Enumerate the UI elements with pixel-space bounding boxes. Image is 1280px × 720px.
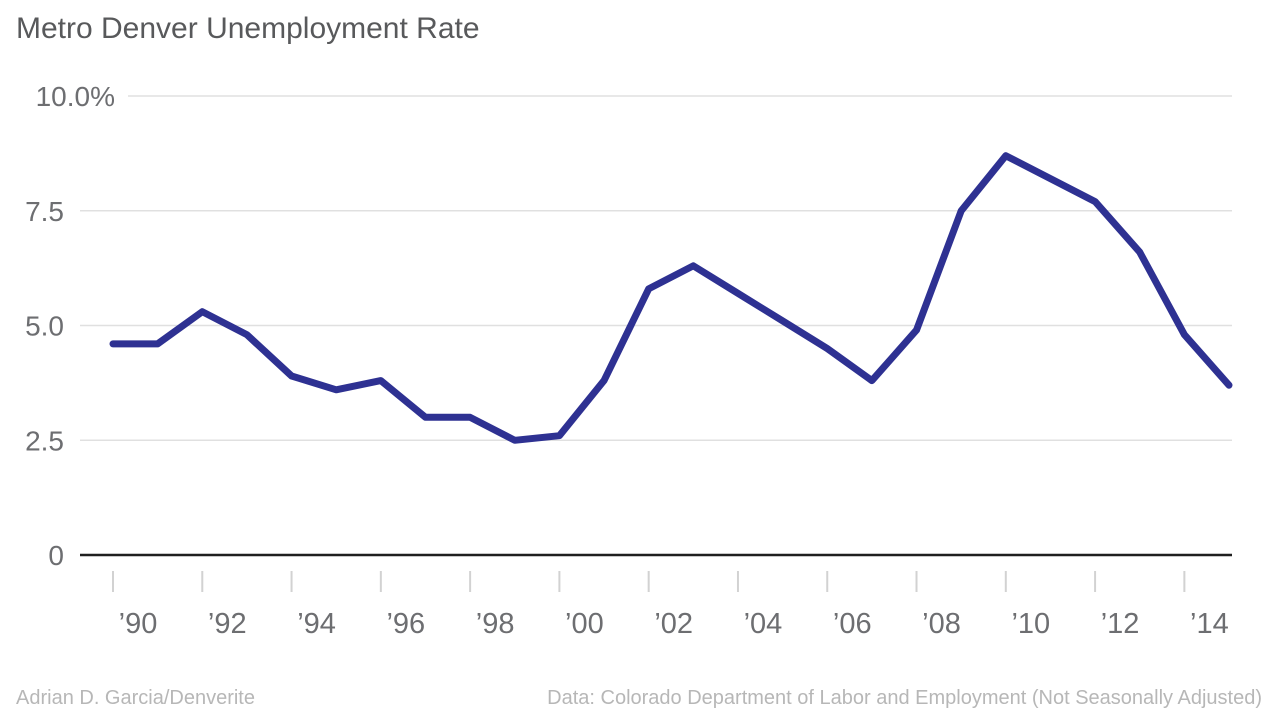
x-axis-label: ’06 <box>833 608 872 640</box>
x-axis-label: ’08 <box>922 608 961 640</box>
x-axis-label: ’04 <box>744 608 783 640</box>
x-axis-label: ’10 <box>1011 608 1050 640</box>
credit-text: Adrian D. Garcia/Denverite <box>16 687 255 709</box>
y-axis-label: 7.5 <box>25 196 64 227</box>
y-axis-label: 5.0 <box>25 311 64 342</box>
x-axis-label: ’92 <box>208 608 247 640</box>
chart-footer: Adrian D. Garcia/Denverite Data: Colorad… <box>16 687 1262 710</box>
x-axis-label: ’00 <box>565 608 604 640</box>
x-axis-label: ’90 <box>119 608 158 640</box>
x-axis-label: ’14 <box>1190 608 1229 640</box>
source-text: Data: Colorado Department of Labor and E… <box>547 687 1262 709</box>
y-axis-label: 2.5 <box>25 425 64 456</box>
y-axis-label: 10.0% <box>36 81 115 112</box>
line-chart-canvas: 0 2.5 5.0 7.5 10.0% ’90 ’92 ’94 ’96 ’98 ’00 ’02 ’04 ’… <box>25 81 1233 640</box>
x-axis-label: ’98 <box>476 608 515 640</box>
x-axis-label: ’96 <box>386 608 425 640</box>
y-axis-label: 0 <box>48 540 64 571</box>
x-axis-label: ’94 <box>297 608 336 640</box>
unemployment-rate-line <box>109 152 1233 444</box>
x-axis-label: ’02 <box>654 608 693 640</box>
chart-title: Metro Denver Unemployment Rate <box>16 12 480 45</box>
x-axis-label: ’12 <box>1101 608 1140 640</box>
